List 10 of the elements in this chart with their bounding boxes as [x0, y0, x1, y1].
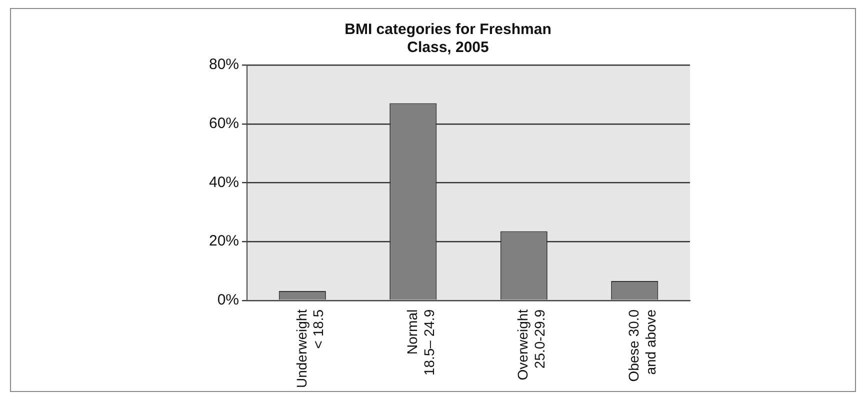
y-tick-label: 20% [208, 232, 240, 250]
x-tick-label: Normal 18.5– 24.9 [404, 309, 437, 376]
x-tick-label: Underweight < 18.5 [293, 309, 326, 388]
y-tick-label: 0% [217, 292, 240, 309]
x-tick-label: Obese 30.0 and above [625, 309, 658, 382]
chart-title: BMI categories for Freshman Class, 2005 [344, 21, 552, 56]
x-tick-label: Overweight 25.0-29.9 [514, 309, 548, 380]
y-tick-label: 80% [208, 56, 240, 74]
y-tick-label: 60% [208, 114, 240, 132]
y-tick-label: 40% [208, 174, 240, 191]
